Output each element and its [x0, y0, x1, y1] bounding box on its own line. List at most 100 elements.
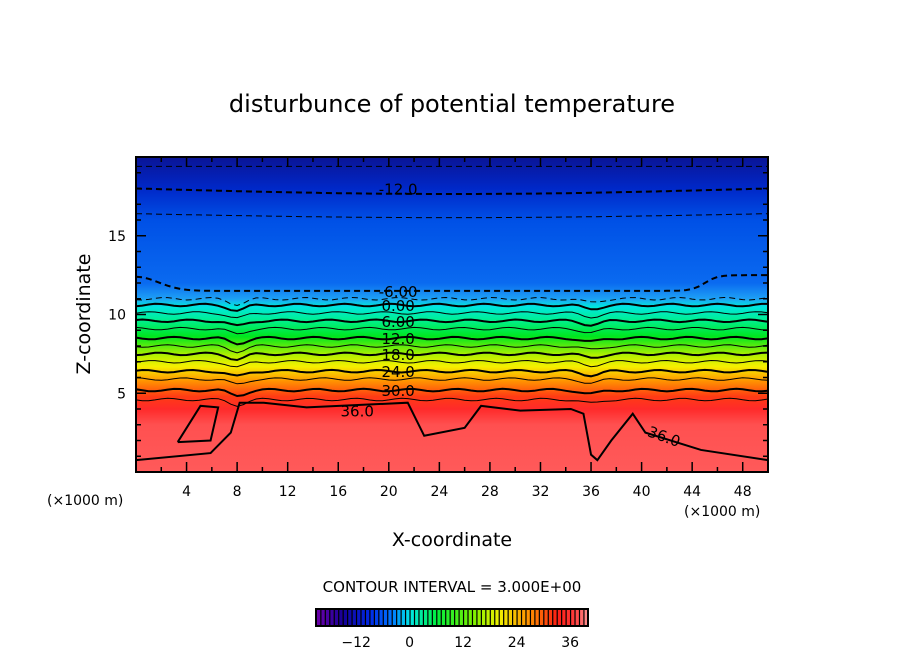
colorbar-swatch	[557, 610, 562, 625]
colorbar-swatch	[357, 610, 361, 625]
colorbar-frame	[315, 608, 589, 627]
colorbar-swatch	[459, 610, 463, 625]
colorbar-swatch	[388, 610, 392, 625]
colorbar-swatch	[392, 610, 397, 625]
colorbar-swatch	[383, 610, 388, 625]
contour-label: 6.00	[381, 313, 414, 331]
x-unit-left: (×1000 m)	[47, 493, 123, 509]
colorbar-swatch	[544, 610, 548, 625]
plot-frame	[135, 156, 769, 473]
colorbar-swatch	[495, 610, 499, 625]
colorbar-swatch	[366, 610, 370, 625]
colorbar-swatch	[481, 610, 486, 625]
contour-line	[136, 187, 768, 195]
colorbar-tick-label: 36	[561, 635, 579, 651]
x-tick-label: 12	[279, 484, 297, 500]
colorbar-swatch	[508, 610, 512, 625]
contour-line	[136, 318, 768, 327]
colorbar-swatch	[446, 610, 450, 625]
colorbar-swatch	[535, 610, 539, 625]
colorbar-swatch	[397, 610, 401, 625]
contour-interval-text: CONTOUR INTERVAL = 3.000E+00	[323, 578, 582, 596]
contour-line	[136, 351, 768, 362]
colorbar-swatch	[325, 610, 330, 625]
contour-label: 0.00	[381, 297, 414, 315]
colorbar-swatch	[374, 610, 379, 625]
colorbar-tick-label: 12	[454, 635, 472, 651]
colorbar-tick-label: 0	[405, 635, 414, 651]
contour-line	[136, 296, 768, 307]
x-unit-right: (×1000 m)	[684, 504, 760, 520]
contour-line	[136, 335, 768, 346]
contour-label: 36.0	[340, 403, 373, 421]
colorbar-tick-label: −12	[341, 635, 371, 651]
colorbar-tick-label: 24	[508, 635, 526, 651]
y-tick-label: 5	[117, 386, 126, 402]
colorbar-swatch	[432, 610, 437, 625]
x-tick-label: 24	[430, 484, 448, 500]
colorbar-swatch	[419, 610, 423, 625]
x-tick-label: 8	[233, 484, 242, 500]
contour-line-36	[136, 401, 768, 462]
y-tick-label: 10	[108, 308, 126, 324]
x-tick-label: 48	[734, 484, 752, 500]
contour-line	[136, 213, 768, 219]
colorbar-swatch	[486, 610, 490, 625]
colorbar-swatch	[584, 610, 588, 625]
colorbar-swatch	[580, 610, 584, 625]
colorbar-swatch	[428, 610, 432, 625]
colorbar-swatch	[455, 610, 459, 625]
colorbar-swatch	[339, 610, 343, 625]
colorbar-swatch	[539, 610, 544, 625]
colorbar-swatch	[437, 610, 441, 625]
colorbar-swatch	[571, 610, 575, 625]
contour-label: 30.0	[381, 382, 414, 400]
contour-line	[136, 397, 768, 407]
colorbar-swatch	[321, 610, 325, 625]
colorbar-swatch	[317, 610, 321, 625]
colorbar-swatch	[548, 610, 553, 625]
colorbar-swatch	[517, 610, 521, 625]
contour-line	[136, 326, 768, 335]
colorbar-swatch	[343, 610, 348, 625]
contour-line	[136, 387, 768, 398]
contour-loop-36	[176, 404, 220, 444]
x-tick-label: 44	[683, 484, 701, 500]
colorbar-swatch	[553, 610, 557, 625]
colorbar-swatch	[499, 610, 504, 625]
colorbar-swatch	[441, 610, 446, 625]
colorbar-swatch	[370, 610, 374, 625]
colorbar-swatch	[566, 610, 570, 625]
colorbar-swatch	[562, 610, 566, 625]
colorbar-swatch	[522, 610, 526, 625]
contour-label: 12.0	[381, 330, 414, 348]
colorbar-swatch	[477, 610, 481, 625]
contour-label: 18.0	[381, 346, 414, 364]
x-tick-label: 4	[182, 484, 191, 500]
colorbar-swatch	[424, 610, 428, 625]
x-tick-label: 40	[633, 484, 651, 500]
contour-label: -12.0	[379, 181, 418, 199]
colorbar-swatch	[513, 610, 517, 625]
colorbar-swatch	[361, 610, 365, 625]
colorbar-swatch	[379, 610, 383, 625]
colorbar-swatch	[575, 610, 579, 625]
x-axis-label: X-coordinate	[392, 529, 512, 551]
colorbar-swatch	[410, 610, 414, 625]
colorbar-swatch	[348, 610, 352, 625]
colorbar-swatch	[526, 610, 530, 625]
contour-line	[136, 377, 768, 385]
chart-title: disturbunce of potential temperature	[229, 90, 675, 118]
contour-line	[136, 302, 768, 312]
colorbar-swatch	[464, 610, 468, 625]
y-tick-label: 15	[108, 229, 126, 245]
contour-line	[136, 368, 768, 378]
y-axis-label: Z-coordinate	[73, 254, 95, 375]
x-tick-label: 28	[481, 484, 499, 500]
colorbar-swatch	[334, 610, 339, 625]
x-tick-label: 36	[582, 484, 600, 500]
colorbar-swatch	[401, 610, 405, 625]
colorbar-swatch	[490, 610, 495, 625]
contour-label: 24.0	[381, 363, 414, 381]
